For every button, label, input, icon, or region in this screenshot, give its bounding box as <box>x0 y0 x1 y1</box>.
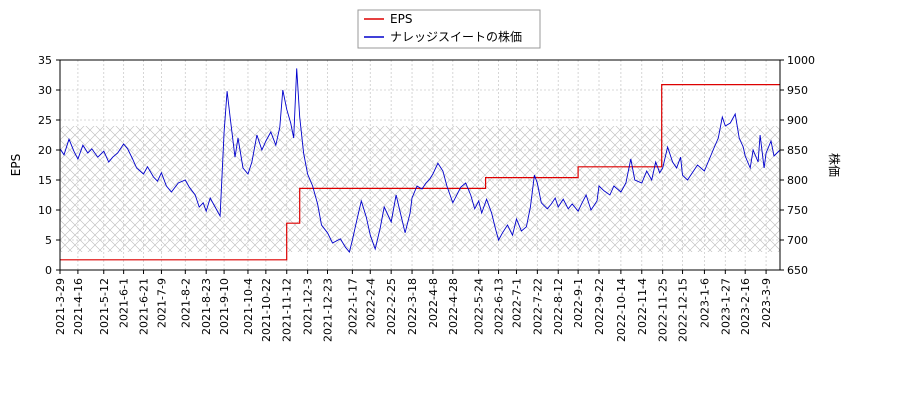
x-tick-label: 2022-1-17 <box>346 278 359 335</box>
x-tick-label: 2021-8-23 <box>200 278 213 335</box>
series-lines <box>59 68 781 261</box>
x-tick-label: 2021-12-3 <box>302 278 315 335</box>
x-tick-label: 2021-5-12 <box>98 278 111 335</box>
legend: EPS ナレッジスイートの株価 <box>357 9 541 49</box>
right-axis-title: 株価 <box>827 153 842 177</box>
x-tick-label: 2022-4-8 <box>427 278 440 328</box>
right-tick-label: 850 <box>787 144 808 157</box>
left-axis-title: EPS <box>9 154 23 176</box>
left-tick-label: 15 <box>38 174 52 187</box>
eps-line <box>60 83 780 261</box>
x-tick-label: 2023-2-16 <box>739 278 752 335</box>
right-tick-label: 650 <box>787 264 808 277</box>
left-tick-label: 20 <box>38 144 52 157</box>
x-tick-label: 2022-8-12 <box>552 278 565 335</box>
x-tick-label: 2021-8-2 <box>179 278 192 328</box>
x-tick-label: 2023-3-9 <box>760 278 773 328</box>
x-tick-label: 2021-3-29 <box>54 278 67 335</box>
x-tick-label: 2021-12-23 <box>322 278 335 342</box>
left-tick-label: 30 <box>38 84 52 97</box>
left-tick-label: 35 <box>38 54 52 67</box>
x-tick-label: 2022-9-1 <box>572 278 585 328</box>
x-tick-label: 2023-1-27 <box>719 278 732 335</box>
x-tick-label: 2021-7-9 <box>155 278 168 328</box>
right-tick-label: 900 <box>787 114 808 127</box>
x-tick-label: 2022-2-4 <box>364 278 377 328</box>
x-tick-label: 2022-3-18 <box>406 278 419 335</box>
right-tick-label: 950 <box>787 84 808 97</box>
x-tick-label: 2022-7-22 <box>531 278 544 335</box>
x-tick-label: 2023-1-6 <box>698 278 711 328</box>
x-axis: 2021-3-29 2021-4-16 2021-5-12 2021-6-1 2021-… <box>54 270 773 342</box>
right-tick-label: 700 <box>787 234 808 247</box>
plot-frame <box>59 59 781 271</box>
x-tick-label: 2022-12-15 <box>677 278 690 342</box>
left-tick-label: 25 <box>38 114 52 127</box>
x-tick-label: 2021-6-1 <box>118 278 131 328</box>
right-tick-label: 800 <box>787 174 808 187</box>
x-tick-label: 2022-10-14 <box>615 278 628 342</box>
x-tick-label: 2021-6-21 <box>138 278 151 335</box>
right-tick-label: 750 <box>787 204 808 217</box>
left-tick-label: 10 <box>38 204 52 217</box>
right-axis: 650 700 750 800 850 900 950 1000 <box>780 54 815 277</box>
x-tick-label: 2022-5-24 <box>473 278 486 335</box>
x-tick-label: 2022-2-25 <box>385 278 398 335</box>
x-tick-label: 2022-6-13 <box>493 278 506 335</box>
left-axis: 0 5 10 15 20 25 30 35 <box>38 54 60 277</box>
x-tick-label: 2021-10-22 <box>260 278 273 342</box>
x-tick-label: 2021-9-10 <box>218 278 231 335</box>
x-tick-label: 2021-11-12 <box>281 278 294 342</box>
legend-box <box>357 9 541 49</box>
price-line <box>59 68 781 253</box>
left-tick-label: 0 <box>45 264 52 277</box>
x-tick-label: 2022-7-1 <box>510 278 523 328</box>
x-tick-label: 2022-11-25 <box>657 278 670 342</box>
x-tick-label: 2021-4-16 <box>72 278 85 335</box>
x-tick-label: 2021-10-4 <box>242 278 255 335</box>
legend-label-eps: EPS <box>390 12 412 26</box>
x-tick-label: 2022-4-28 <box>447 278 460 335</box>
legend-label-price: ナレッジスイートの株価 <box>390 29 522 44</box>
left-tick-label: 5 <box>45 234 52 247</box>
x-tick-label: 2022-11-4 <box>636 278 649 335</box>
right-tick-label: 1000 <box>787 54 815 67</box>
x-tick-label: 2022-9-22 <box>593 278 606 335</box>
